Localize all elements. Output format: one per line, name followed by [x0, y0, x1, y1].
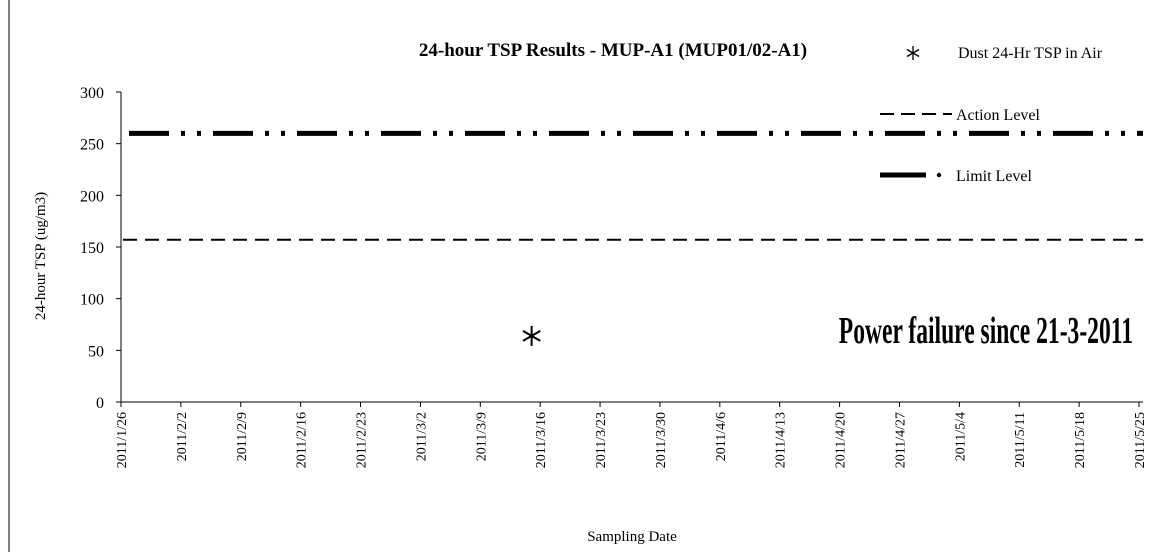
y-axis-label: 24-hour TSP (ug/m3) — [33, 192, 49, 320]
x-tick-label: 2011/4/13 — [774, 412, 789, 468]
x-tick-label: 2011/4/20 — [834, 412, 849, 468]
y-tick-label: 150 — [80, 240, 104, 257]
x-tick-label: 2011/5/4 — [953, 412, 968, 461]
y-tick-label: 300 — [80, 85, 104, 102]
power-failure-annotation: Power failure since 21-3-2011 — [839, 309, 1133, 351]
legend-asterisk-icon — [906, 46, 920, 60]
legend-label-dust: Dust 24-Hr TSP in Air — [958, 45, 1103, 62]
legend-label-limit: Limit Level — [956, 168, 1033, 185]
x-tick-label: 2011/2/23 — [355, 412, 370, 468]
chart-title: 24-hour TSP Results - MUP-A1 (MUP01/02-A… — [419, 40, 807, 61]
x-tick-label: 2011/2/2 — [175, 412, 190, 461]
x-axis-label: Sampling Date — [587, 529, 677, 545]
legend-label-action: Action Level — [956, 107, 1041, 124]
marker-stroke — [906, 48, 920, 58]
x-tick-label: 2011/3/2 — [414, 412, 429, 461]
x-axis-ticks: 2011/1/26 2011/2/2 2011/2/9 2011/2/16 2011/2… — [115, 402, 1148, 468]
marker-stroke — [522, 330, 541, 342]
x-tick-label: 2011/3/16 — [534, 412, 549, 468]
y-tick-label: 100 — [80, 292, 104, 309]
legend: Dust 24-Hr TSP in Air Action Level Limit… — [880, 45, 1103, 185]
x-tick-label: 2011/3/9 — [474, 412, 489, 461]
x-tick-label: 2011/1/26 — [115, 412, 130, 468]
data-point — [522, 325, 541, 346]
x-tick-label: 2011/3/23 — [594, 412, 609, 468]
y-tick-label: 200 — [80, 188, 104, 205]
data-points — [522, 325, 541, 346]
legend-item-limit: Limit Level — [880, 168, 1033, 185]
y-tick-label: 0 — [96, 395, 104, 412]
legend-limit-dot — [936, 172, 942, 178]
x-tick-label: 2011/5/25 — [1133, 412, 1148, 468]
legend-asterisk-mark — [906, 46, 920, 60]
x-tick-label: 2011/2/9 — [235, 412, 250, 461]
y-axis-ticks: 0 50 100 150 200 250 300 — [80, 85, 121, 412]
x-tick-label: 2011/5/18 — [1073, 412, 1088, 468]
x-tick-label: 2011/4/27 — [893, 412, 908, 468]
x-tick-label: 2011/5/11 — [1013, 412, 1028, 468]
x-tick-label: 2011/3/30 — [654, 412, 669, 468]
x-tick-label: 2011/4/6 — [714, 412, 729, 461]
legend-item-action: Action Level — [880, 107, 1041, 124]
x-tick-label: 2011/2/16 — [295, 412, 310, 468]
y-tick-label: 250 — [80, 137, 104, 154]
legend-item-dust: Dust 24-Hr TSP in Air — [906, 45, 1103, 62]
y-tick-label: 50 — [88, 343, 104, 360]
